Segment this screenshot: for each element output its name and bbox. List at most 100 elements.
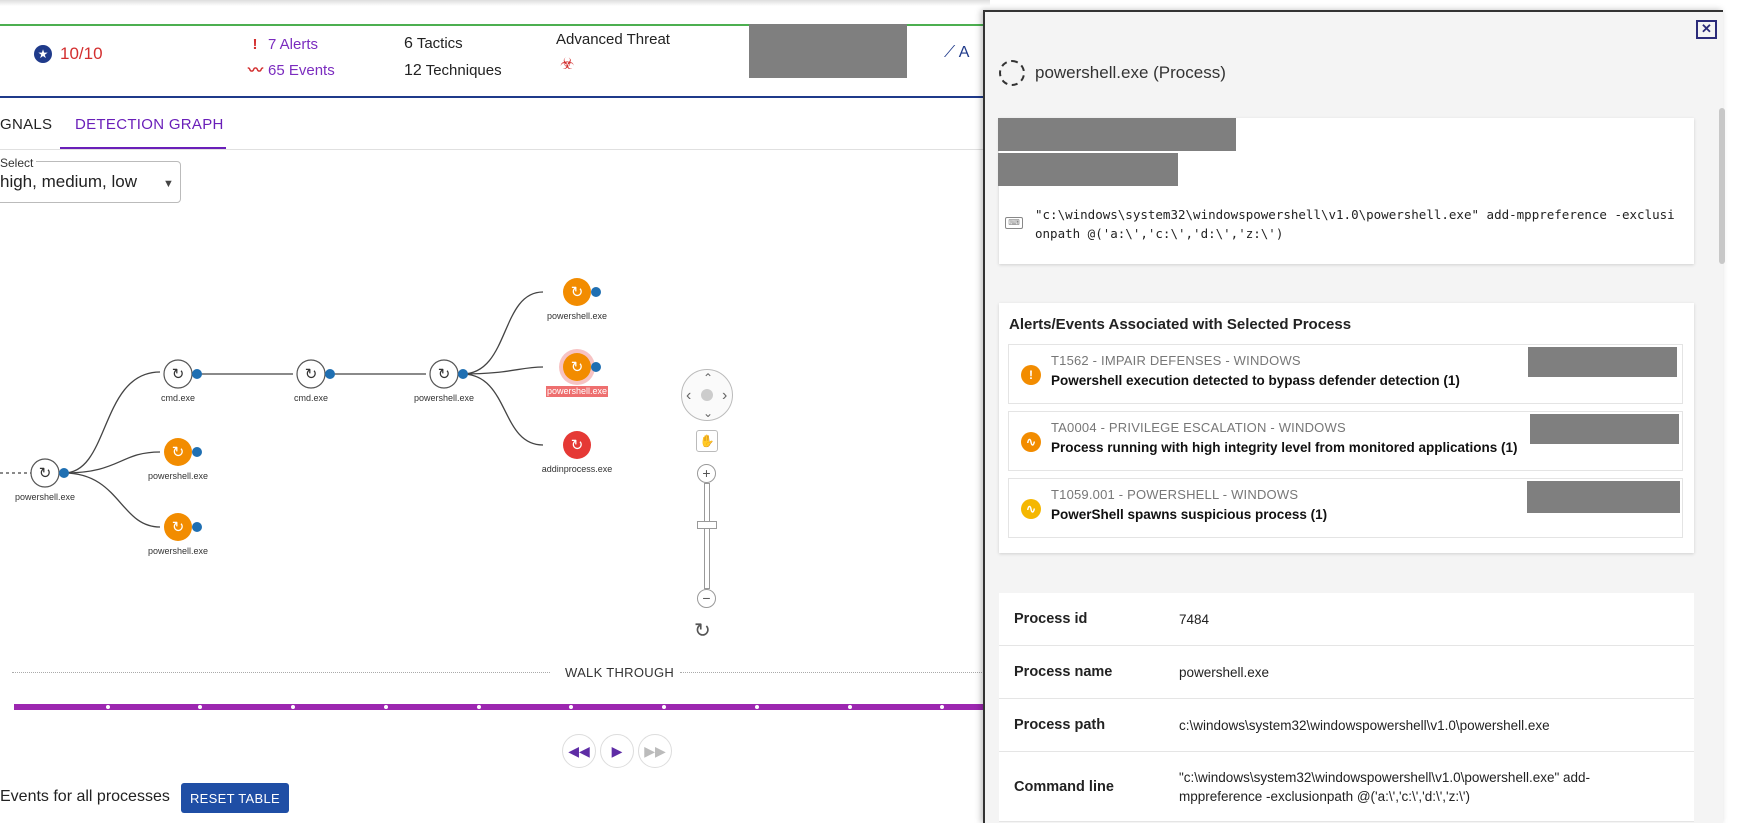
graph-node-powershell-exe[interactable]: ↻ powershell.exe: [546, 349, 608, 397]
zoom-slider-thumb[interactable]: [697, 521, 717, 529]
timeline-step[interactable]: [848, 705, 852, 709]
close-icon[interactable]: ✕: [1696, 20, 1717, 39]
redacted-block: [998, 153, 1178, 186]
panel-title: powershell.exe (Process): [999, 60, 1226, 86]
rewind-button[interactable]: ◀◀: [562, 734, 596, 768]
graph-node-powershell-exe[interactable]: ↻ powershell.exe: [15, 458, 75, 502]
graph-node-powershell-exe[interactable]: ↻ powershell.exe: [414, 359, 474, 403]
process-cycle-icon: ↻: [438, 365, 451, 383]
walk-through-timeline[interactable]: [14, 704, 990, 710]
panel-title-text: powershell.exe (Process): [1035, 63, 1226, 82]
select-label: Select: [0, 156, 37, 170]
trend-link[interactable]: ⟋ A: [944, 44, 969, 62]
timeline-step[interactable]: [291, 705, 295, 709]
alert-item[interactable]: ∿ T1059.001 - POWERSHELL - WINDOWS Power…: [1008, 478, 1683, 538]
risk-score: ★ 10/10: [34, 44, 103, 64]
reset-table-button[interactable]: RESET TABLE: [181, 783, 289, 813]
process-cycle-icon: ↻: [571, 283, 584, 301]
command-text: "c:\windows\system32\windowspowershell\v…: [1035, 207, 1675, 241]
pan-center-dot[interactable]: [701, 389, 713, 401]
threat-label: Advanced Threat: [556, 31, 670, 48]
expand-node-icon: [192, 369, 202, 379]
timeline-step[interactable]: [755, 705, 759, 709]
alert-code: T1059.001 - POWERSHELL - WINDOWS: [1051, 487, 1299, 502]
techniques-label: Techniques: [425, 62, 502, 79]
process-cycle-icon: ↻: [571, 358, 584, 376]
graph-node-addinprocess-exe[interactable]: ↻ addinprocess.exe: [542, 431, 613, 474]
expand-node-icon: [591, 362, 601, 372]
zoom-out-button[interactable]: −: [697, 589, 716, 608]
graph-node-powershell-exe[interactable]: ↻ powershell.exe: [148, 438, 208, 481]
severity-select[interactable]: [0, 161, 181, 203]
detail-row: Process name powershell.exe: [999, 646, 1694, 699]
tab-detection-graph[interactable]: DETECTION GRAPH: [75, 116, 224, 133]
trend-link-label[interactable]: A: [958, 44, 970, 61]
timeline-step[interactable]: [662, 705, 666, 709]
pan-up-icon[interactable]: ⌃: [703, 371, 714, 385]
alert-code: TA0004 - PRIVILEGE ESCALATION - WINDOWS: [1051, 420, 1346, 435]
alerts-card-title: Alerts/Events Associated with Selected P…: [1009, 316, 1352, 333]
detail-key: Process id: [1014, 611, 1088, 627]
zoom-in-button[interactable]: +: [697, 464, 716, 483]
reset-view-icon[interactable]: ↻: [694, 620, 711, 642]
expand-node-icon: [192, 522, 202, 532]
alert-description: Process running with high integrity leve…: [1051, 440, 1518, 455]
select-value[interactable]: high, medium, low: [0, 172, 138, 191]
graph-node-label: powershell.exe: [547, 311, 607, 321]
fast-forward-button[interactable]: ▶▶: [638, 734, 672, 768]
timeline-step[interactable]: [384, 705, 388, 709]
alert-code: T1562 - IMPAIR DEFENSES - WINDOWS: [1051, 353, 1301, 368]
timeline-step[interactable]: [198, 705, 202, 709]
alert-item[interactable]: ! T1562 - IMPAIR DEFENSES - WINDOWS Powe…: [1008, 344, 1683, 404]
expand-node-icon: [458, 369, 468, 379]
tactics-count: 6: [404, 35, 413, 52]
process-icon: [999, 60, 1025, 86]
process-cycle-icon: ↻: [172, 365, 185, 383]
active-tab-indicator: [60, 147, 226, 149]
graph-node-label: cmd.exe: [294, 393, 328, 403]
redacted-block: [998, 118, 1236, 151]
hand-icon[interactable]: ✋: [696, 430, 718, 452]
pan-control[interactable]: ⌃ ⌄ ‹ ›: [681, 369, 733, 421]
tab-signals[interactable]: GNALS: [0, 116, 53, 133]
tactics-summary: 6 Tactics 12 Techniques: [404, 30, 502, 84]
process-cycle-icon: ↻: [571, 436, 584, 454]
pulse-icon: ∿: [1021, 499, 1041, 519]
graph-node-cmd-exe[interactable]: ↻ cmd.exe: [294, 359, 335, 403]
caret-down-icon[interactable]: ▼: [163, 178, 174, 190]
graph-node-label: powershell.exe: [15, 492, 75, 502]
pulse-icon: ∿: [1021, 432, 1041, 452]
alerts-count[interactable]: 7 Alerts: [268, 36, 319, 53]
exclamation-icon: !: [252, 36, 258, 53]
process-cycle-icon: ↻: [172, 443, 185, 461]
events-link[interactable]: 〰 65 Events: [248, 58, 335, 84]
graph-node-powershell-exe[interactable]: ↻ powershell.exe: [148, 513, 208, 556]
redacted-block: [1530, 414, 1679, 444]
events-count[interactable]: 65 Events: [268, 62, 335, 79]
alerts-link[interactable]: ! 7 Alerts: [248, 32, 335, 58]
pan-left-icon[interactable]: ‹: [686, 387, 692, 404]
graph-node-label: powershell.exe: [547, 386, 607, 396]
tab-bar: GNALS DETECTION GRAPH: [0, 100, 990, 150]
graph-node-powershell-exe[interactable]: ↻ powershell.exe: [547, 278, 607, 321]
panel-scrollbar[interactable]: [1719, 108, 1725, 264]
pan-right-icon[interactable]: ›: [722, 387, 728, 404]
detection-graph[interactable]: ↻ powershell.exe ↻ cmd.exe ↻ powershell.exe ↻ p…: [0, 230, 990, 570]
walk-divider-left: [12, 672, 550, 673]
graph-node-cmd-exe[interactable]: ↻ cmd.exe: [161, 359, 202, 403]
playback-controls: ◀◀ ▶ ▶▶: [562, 734, 672, 768]
detail-value: c:\windows\system32\windowspowershell\v1…: [1179, 717, 1550, 733]
timeline-step[interactable]: [477, 705, 481, 709]
walk-divider-right: [680, 672, 990, 673]
graph-edges: [0, 291, 544, 528]
command-row: ⌨ "c:\windows\system32\windowspowershell…: [1005, 205, 1680, 243]
zoom-slider-track[interactable]: [704, 483, 710, 589]
detail-value: powershell.exe: [1179, 664, 1270, 680]
pan-down-icon[interactable]: ⌄: [703, 406, 714, 420]
expand-node-icon: [591, 287, 601, 297]
timeline-step[interactable]: [569, 705, 573, 709]
timeline-step[interactable]: [940, 705, 944, 709]
alert-item[interactable]: ∿ TA0004 - PRIVILEGE ESCALATION - WINDOW…: [1008, 411, 1683, 471]
play-button[interactable]: ▶: [600, 734, 634, 768]
timeline-step[interactable]: [106, 705, 110, 709]
